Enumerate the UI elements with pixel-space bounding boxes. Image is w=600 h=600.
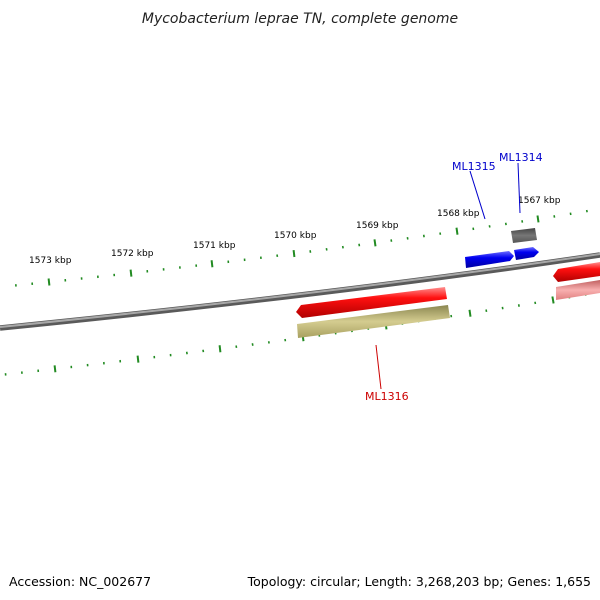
cds-ml1315[interactable] [465, 251, 514, 268]
gene-label-ml1315[interactable]: ML1315 [452, 160, 496, 173]
tick-label-1569: 1569 kbp [356, 221, 399, 231]
inner-major-tick [218, 345, 222, 353]
cds-right-edge[interactable] [553, 262, 600, 282]
outer-major-tick [210, 260, 214, 268]
outer-major-tick [373, 239, 377, 247]
tick-label-1570: 1570 kbp [274, 231, 317, 241]
leader-line-ml1314 [517, 162, 521, 214]
map-title: Mycobacterium leprae TN, complete genome [142, 11, 458, 27]
leader-line-ml1315 [469, 170, 486, 220]
tick-label-1572: 1572 kbp [111, 249, 154, 259]
tick-label-1571: 1571 kbp [193, 241, 236, 251]
tick-label-1568: 1568 kbp [437, 209, 480, 219]
outer-major-tick [455, 227, 459, 235]
genome-summary-text: Topology: circular; Length: 3,268,203 bp… [247, 574, 591, 589]
gene-label-ml1314[interactable]: ML1314 [499, 151, 543, 164]
cds-ml1316[interactable] [296, 287, 447, 318]
tick-label-1567: 1567 kbp [518, 196, 561, 206]
outer-major-tick [292, 249, 296, 258]
forward-features [465, 228, 539, 268]
gene-right-edge[interactable] [556, 280, 600, 300]
outer-major-tick [47, 278, 51, 286]
inner-major-tick [136, 355, 140, 363]
leader-line-ml1316 [375, 344, 382, 390]
reverse-features [296, 262, 600, 338]
inner-major-tick [551, 296, 555, 304]
gene-label-ml1316[interactable]: ML1316 [365, 390, 409, 403]
tick-label-1573: 1573 kbp [29, 256, 72, 266]
outer-tick-ring [15, 209, 588, 287]
gene-ml1314[interactable] [511, 228, 537, 243]
gene-labels: ML1315 ML1314 ML1316 [365, 151, 543, 403]
outer-major-tick [129, 269, 133, 277]
outer-major-tick [536, 215, 540, 223]
tick-labels: 1573 kbp 1572 kbp 1571 kbp 1570 kbp 1569… [29, 196, 561, 266]
gene-ml1316[interactable] [297, 305, 450, 338]
inner-major-tick [53, 365, 57, 373]
inner-tick-ring [4, 293, 587, 376]
cds-ml1314[interactable] [514, 247, 539, 260]
accession-text: Accession: NC_002677 [9, 574, 151, 589]
genome-backbone [0, 253, 600, 328]
inner-major-tick [468, 309, 472, 317]
